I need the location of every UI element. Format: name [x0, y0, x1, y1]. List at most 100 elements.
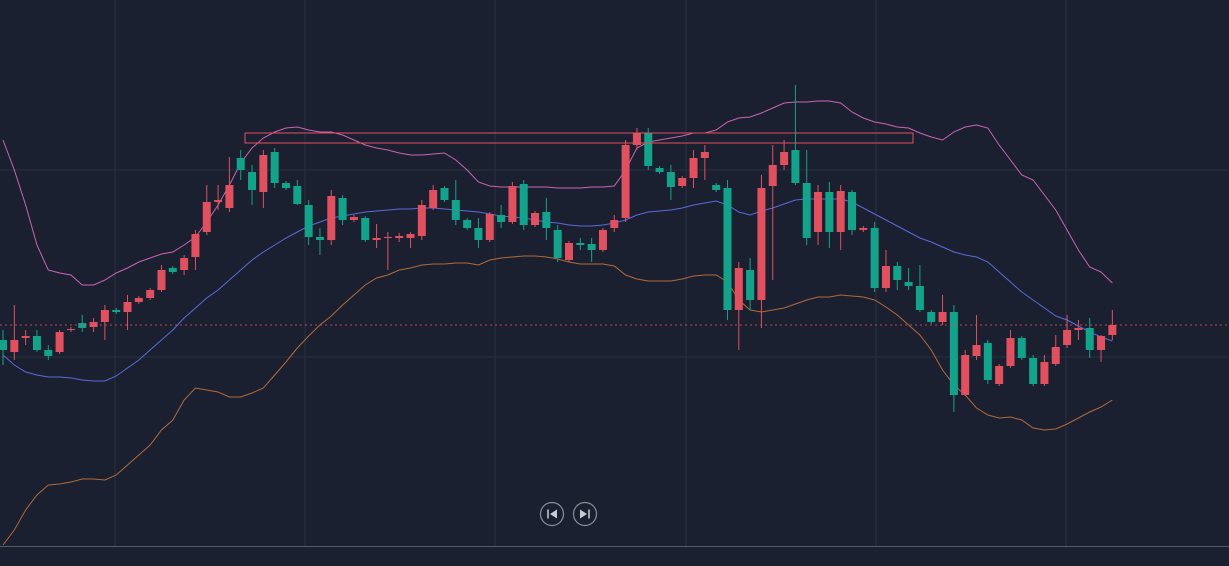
- candle-body: [666, 172, 675, 187]
- candle-body: [949, 312, 958, 395]
- candle-body: [100, 310, 109, 322]
- candle-body: [915, 286, 924, 310]
- candle-body: [282, 183, 290, 188]
- candle-body: [134, 298, 143, 302]
- plot: [0, 85, 1229, 546]
- candle-body: [1074, 328, 1083, 330]
- candle-body: [304, 205, 313, 237]
- candle-body: [463, 220, 472, 228]
- candle-body: [55, 332, 64, 352]
- candle-body: [202, 202, 211, 232]
- candle-body: [1085, 328, 1094, 350]
- candle-body: [689, 158, 698, 178]
- candle-body: [576, 243, 585, 245]
- candle-body: [553, 230, 562, 258]
- candle-body: [870, 228, 879, 288]
- candle-body: [598, 230, 607, 250]
- candle-body: [361, 218, 370, 240]
- candle-body: [655, 168, 664, 172]
- candle-body: [89, 322, 98, 327]
- candle-body: [995, 366, 1004, 384]
- candle-body: [836, 191, 845, 232]
- candle-body: [712, 185, 721, 190]
- candle-body: [542, 212, 551, 228]
- candle-body: [191, 234, 200, 257]
- candle-body: [1029, 358, 1038, 384]
- candle-body: [632, 133, 641, 145]
- candle-body: [10, 340, 19, 352]
- candle-body: [383, 237, 392, 238]
- candle-body: [565, 243, 573, 260]
- candle-body: [417, 205, 426, 236]
- candle-body: [440, 188, 449, 200]
- candle-body: [644, 133, 653, 166]
- button-icon: [580, 509, 587, 519]
- band-line: [2, 100, 1113, 286]
- candle-body: [938, 312, 947, 322]
- candle-body: [1006, 338, 1015, 366]
- candle-body: [146, 290, 155, 298]
- candle-body: [621, 145, 630, 218]
- candle-body: [270, 152, 279, 183]
- candle-body: [349, 217, 358, 220]
- candle-body: [293, 186, 302, 204]
- scroll-right-button[interactable]: [572, 501, 598, 527]
- candle-body: [236, 158, 245, 170]
- candle-body: [972, 345, 981, 356]
- candle-body: [881, 266, 890, 288]
- candle-body: [587, 244, 596, 250]
- candle-body: [338, 198, 347, 220]
- candle-body: [44, 350, 53, 356]
- candle-body: [259, 155, 268, 192]
- candle-body: [485, 214, 494, 240]
- band-line: [2, 198, 1113, 382]
- candle-body: [961, 355, 970, 395]
- candle-body: [315, 237, 324, 240]
- candle-body: [1063, 330, 1072, 345]
- candle-body: [327, 196, 336, 240]
- candle-body: [983, 343, 992, 380]
- candle-body: [893, 266, 902, 280]
- candle-body: [180, 258, 189, 270]
- candle-body: [406, 234, 415, 238]
- candle-body: [848, 192, 856, 230]
- candle-body: [757, 188, 766, 300]
- candle-body: [395, 236, 404, 238]
- candle-body: [1017, 338, 1026, 358]
- candle-body: [700, 152, 709, 158]
- candle-body: [66, 329, 75, 330]
- candle-body: [1040, 362, 1049, 384]
- candle-body: [157, 270, 166, 290]
- candle-body: [225, 185, 234, 208]
- scroll-left-button[interactable]: [539, 501, 565, 527]
- candle-body: [508, 186, 517, 222]
- candle-body: [112, 310, 121, 312]
- candle-body: [429, 190, 438, 208]
- candle-body: [1108, 325, 1117, 335]
- candle-body: [123, 302, 132, 312]
- candle-body: [32, 336, 41, 350]
- candle-body: [1097, 336, 1106, 350]
- candle-body: [746, 270, 755, 300]
- candle-body: [723, 188, 732, 310]
- candle-body: [610, 220, 619, 228]
- candle-body: [825, 192, 834, 232]
- candle-body: [1051, 347, 1060, 364]
- candle-body: [451, 200, 460, 220]
- candle-body: [678, 178, 687, 186]
- drawn-rectangle: [244, 132, 914, 144]
- candle-body: [519, 184, 528, 225]
- candle-body: [0, 340, 7, 350]
- candle-body: [78, 323, 87, 328]
- candle-body: [168, 268, 177, 272]
- candle-body: [248, 172, 257, 190]
- candle-body: [497, 215, 506, 222]
- candle-body: [734, 268, 743, 310]
- candle-body: [531, 213, 540, 225]
- candle-body: [214, 200, 223, 202]
- candle-body: [372, 238, 381, 240]
- candle-body: [768, 165, 777, 186]
